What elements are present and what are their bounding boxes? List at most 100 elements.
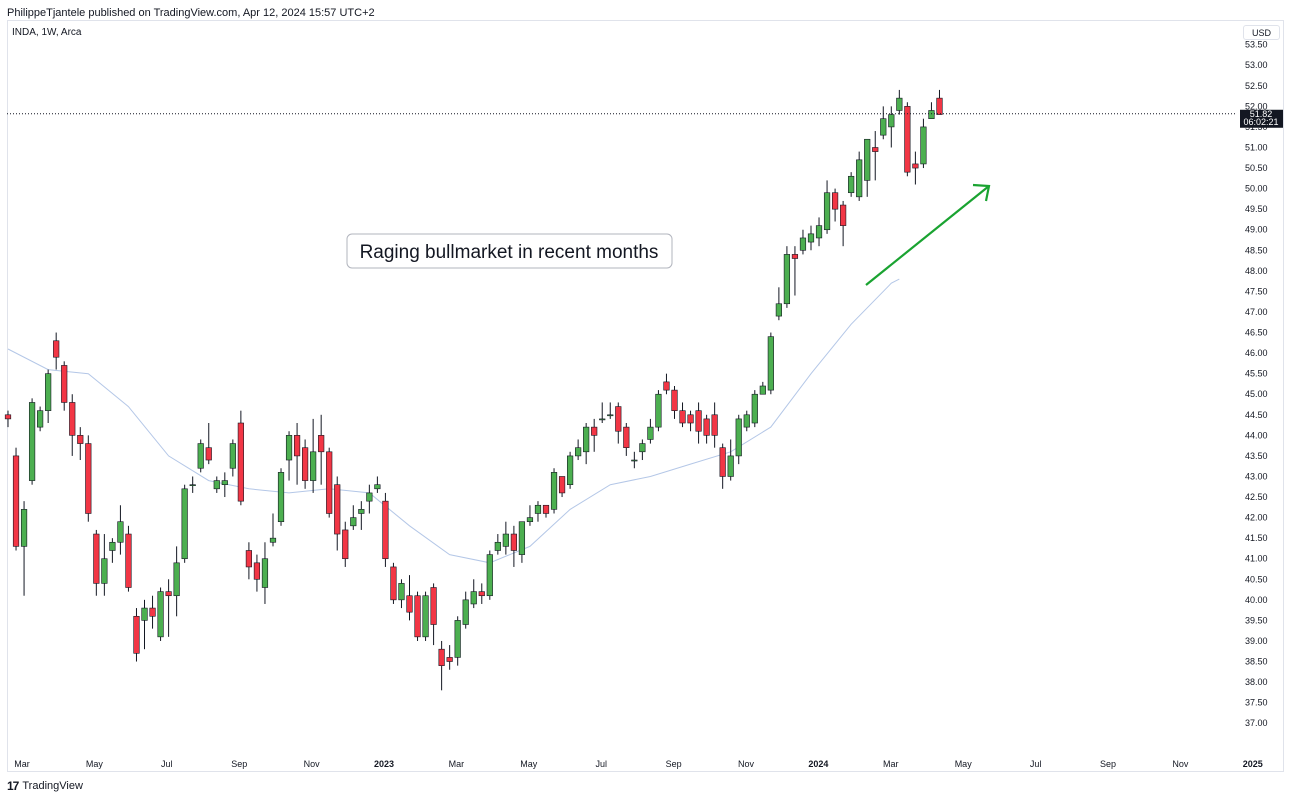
candle: [502, 521, 509, 555]
candle-body-down: [591, 426, 598, 436]
candle: [679, 402, 686, 428]
candle: [285, 431, 293, 481]
candle: [117, 505, 124, 555]
candle: [141, 599, 148, 650]
candle: [623, 423, 630, 456]
candle-body-down: [85, 443, 92, 514]
candle-body-down: [446, 657, 453, 662]
candle: [542, 504, 550, 518]
price-tick-label: 52.00: [1245, 101, 1268, 111]
candle: [334, 476, 341, 551]
candle-body-up: [639, 443, 646, 453]
candle: [558, 476, 566, 498]
candle: [912, 151, 919, 185]
candle: [727, 439, 734, 481]
time-tick-label: Sep: [666, 759, 682, 769]
candle-body-up: [518, 521, 526, 555]
price-tick-label: 47.00: [1245, 307, 1268, 317]
candle-body-down: [615, 406, 622, 432]
candle: [486, 550, 493, 600]
candle: [880, 106, 887, 140]
candle-body-up: [799, 237, 807, 251]
candle: [478, 583, 485, 604]
candle: [133, 608, 140, 662]
candle-body-up: [221, 480, 228, 485]
price-tick-label: 51.00: [1245, 142, 1268, 152]
candle-body-up: [566, 455, 574, 485]
price-tick-label: 47.50: [1245, 286, 1268, 296]
time-tick-label: Jul: [595, 759, 607, 769]
candle: [671, 386, 678, 419]
trend-arrow[interactable]: [865, 183, 991, 286]
candle-body-up: [398, 583, 405, 601]
candle-body-down: [719, 447, 726, 477]
candle: [920, 118, 927, 169]
candle-body-up: [815, 225, 823, 239]
candle: [326, 447, 333, 518]
candle: [470, 579, 477, 609]
price-tick-label: 40.50: [1245, 574, 1268, 584]
candle-body-up: [751, 393, 758, 424]
candle: [655, 390, 662, 432]
candle: [751, 390, 758, 428]
candle: [783, 246, 791, 308]
candle: [310, 418, 317, 493]
candle: [438, 640, 445, 691]
candle-body-down: [253, 562, 261, 580]
candle: [631, 451, 638, 469]
candle-body-up: [759, 385, 766, 395]
price-tick-label: 46.00: [1245, 348, 1268, 358]
price-tick-label: 45.50: [1245, 369, 1268, 379]
candle-body-down: [510, 533, 517, 551]
candle-body-down: [679, 410, 686, 424]
candle-body-up: [366, 492, 373, 502]
footer-brand[interactable]: 17 TradingView: [7, 779, 83, 793]
candle: [647, 418, 654, 444]
candle-body-down: [69, 402, 76, 436]
candle: [45, 369, 52, 424]
candle: [77, 427, 84, 461]
candle: [823, 180, 831, 234]
candle-body-up: [534, 504, 542, 514]
candle: [229, 439, 236, 477]
currency-label[interactable]: USD: [1243, 25, 1280, 40]
candle: [526, 505, 534, 526]
time-tick-label: Sep: [1100, 759, 1116, 769]
price-tick-label: 38.00: [1245, 677, 1268, 687]
candle-body-up: [189, 484, 196, 486]
candle: [864, 138, 871, 197]
time-tick-label: May: [86, 759, 104, 769]
candle: [277, 468, 285, 526]
candle: [293, 423, 301, 485]
candle: [253, 554, 261, 592]
candle-body-up: [864, 138, 871, 181]
candle: [261, 542, 269, 604]
price-tick-label: 50.50: [1245, 163, 1268, 173]
candle: [125, 525, 132, 592]
candle-body-up: [823, 192, 831, 231]
candle: [20, 501, 28, 596]
candle: [414, 591, 421, 641]
candle-body-down: [245, 550, 253, 568]
symbol-label[interactable]: INDA, 1W, Arca: [12, 27, 82, 38]
annotation-callout[interactable]: Raging bullmarket in recent months: [346, 233, 673, 269]
candle-body-down: [936, 97, 943, 115]
price-tick-label: 53.50: [1245, 40, 1268, 50]
last-price-tag: 51.82 06:02:21: [1240, 109, 1283, 128]
candle-body-down: [840, 204, 847, 226]
price-tick-label: 46.50: [1245, 328, 1268, 338]
candle: [607, 402, 614, 419]
candle-body-up: [470, 591, 477, 605]
time-axis: Mar May Jul Sep Nov 2023 Mar May Jul Sep Nov 2024 Ma…: [14, 759, 1263, 769]
candle-body-up: [807, 233, 815, 243]
candle: [936, 89, 943, 115]
candle-body-down: [390, 566, 397, 601]
candle-body-up: [350, 517, 357, 527]
candle-body-down: [93, 533, 100, 584]
candle: [245, 542, 253, 580]
candle-body-up: [20, 509, 28, 547]
candle-body-down: [623, 426, 630, 448]
time-tick-label: Mar: [14, 759, 30, 769]
candle-body-down: [302, 447, 309, 481]
